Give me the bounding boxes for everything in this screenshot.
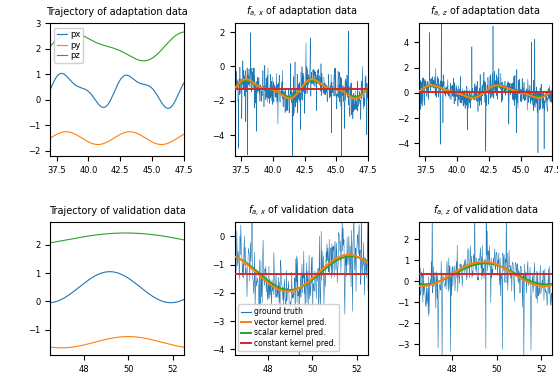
px	[58, 71, 65, 76]
pz	[68, 30, 75, 34]
px	[178, 86, 185, 90]
Title: $f_{a,\,z}$ of adaptation data: $f_{a,\,z}$ of adaptation data	[430, 5, 541, 20]
py	[178, 133, 185, 138]
Line: py: py	[50, 132, 184, 145]
pz	[178, 30, 185, 35]
px	[119, 74, 126, 79]
py	[47, 136, 54, 140]
pz	[119, 50, 126, 54]
pz	[47, 44, 54, 49]
py	[127, 129, 133, 134]
Line: pz: pz	[50, 32, 184, 61]
Title: $f_{a,\,x}$ of validation data: $f_{a,\,x}$ of validation data	[248, 204, 354, 219]
pz	[127, 54, 133, 58]
px	[180, 81, 187, 85]
Legend: px, py, pz: px, py, pz	[54, 28, 83, 63]
py	[157, 142, 163, 147]
Title: Trajectory of adaptation data: Trajectory of adaptation data	[46, 7, 188, 17]
pz	[112, 46, 118, 51]
px	[112, 89, 118, 93]
Title: $f_{a,\,x}$ of adaptation data: $f_{a,\,x}$ of adaptation data	[246, 5, 357, 20]
pz	[110, 46, 117, 51]
py	[126, 129, 133, 134]
px	[165, 106, 171, 111]
pz	[180, 30, 187, 34]
Title: $f_{a,\,z}$ of validation data: $f_{a,\,z}$ of validation data	[432, 204, 538, 219]
pz	[140, 58, 147, 63]
py	[110, 136, 117, 140]
py	[119, 131, 126, 136]
px	[110, 90, 117, 95]
Line: px: px	[50, 73, 184, 108]
py	[111, 135, 118, 140]
Title: Trajectory of validation data: Trajectory of validation data	[49, 206, 185, 216]
pz	[157, 49, 163, 53]
px	[127, 74, 133, 79]
px	[47, 87, 54, 92]
py	[158, 142, 165, 147]
py	[180, 132, 187, 137]
Legend: ground truth, vector kernel pred., scalar kernel pred., constant kernel pred.: ground truth, vector kernel pred., scala…	[238, 304, 339, 351]
px	[157, 98, 163, 102]
